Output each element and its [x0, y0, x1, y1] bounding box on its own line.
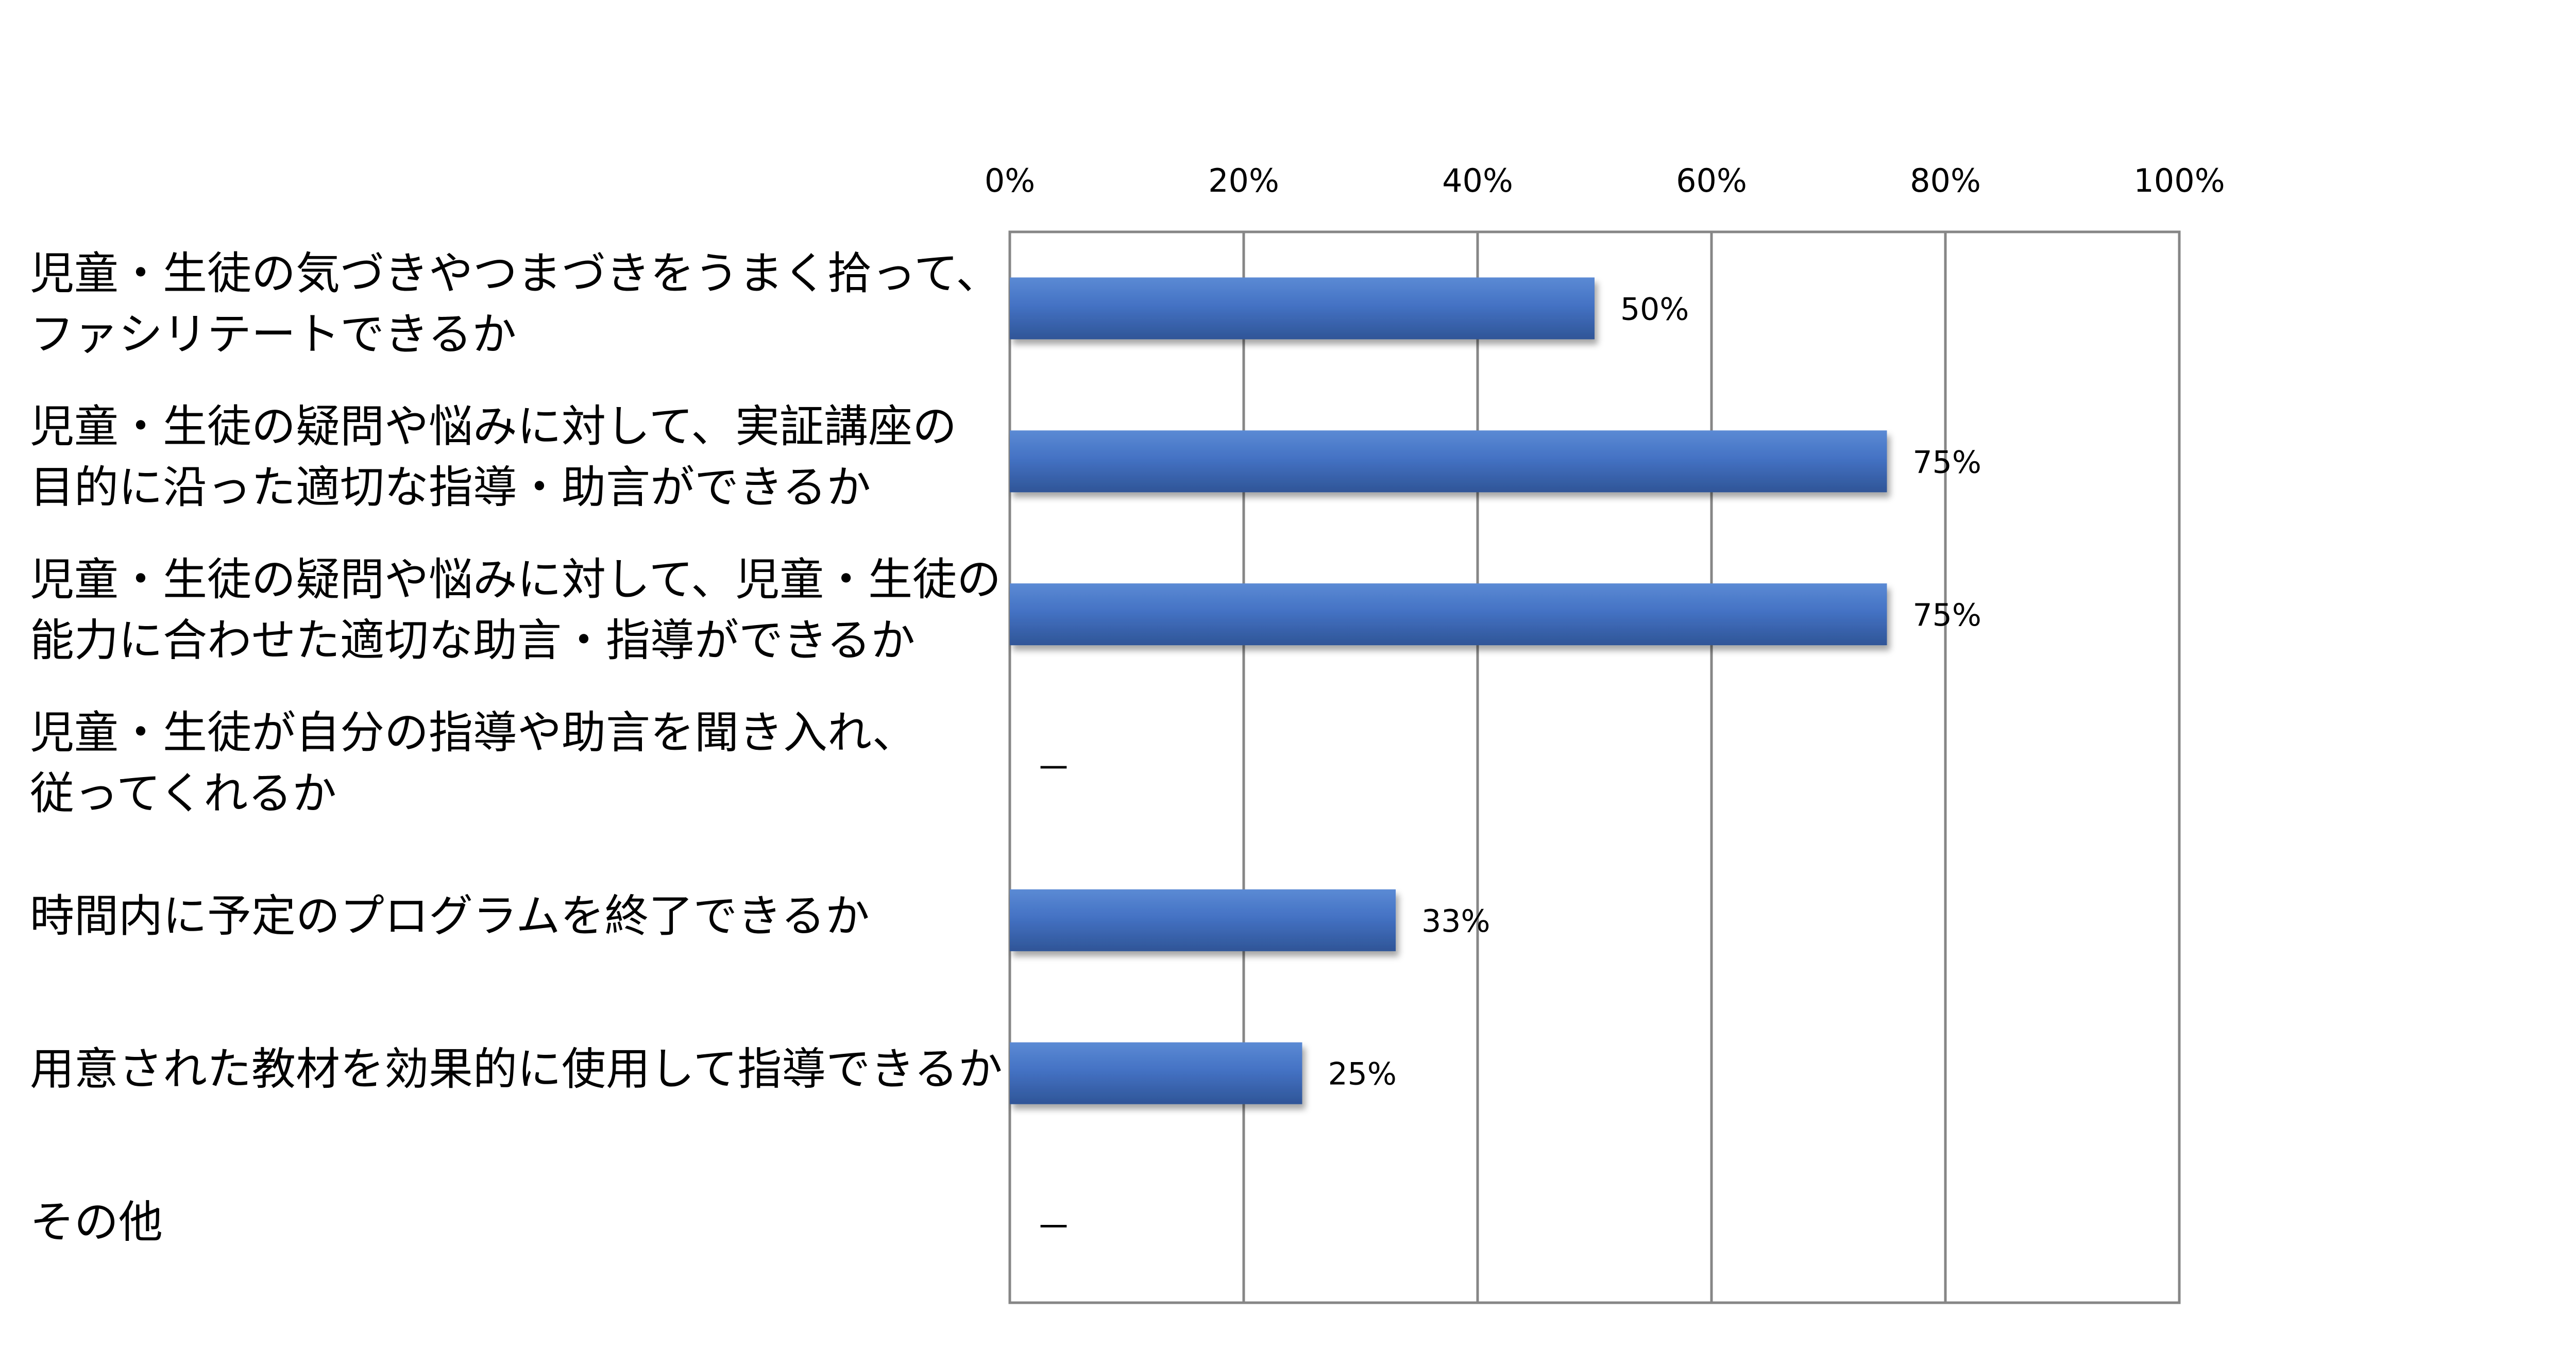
x-tick-label: 40% — [1442, 162, 1513, 199]
category-label-line: 目的に沿った適切な指導・助言ができるか — [30, 462, 871, 514]
x-tick-label: 100% — [2133, 162, 2225, 199]
category-label: 児童・生徒が自分の指導や助言を聞き入れ、 従ってくれるか — [30, 702, 998, 824]
plot-frame — [1008, 230, 2181, 1304]
category-label: その他 — [30, 1192, 998, 1253]
data-label: 25% — [1328, 1056, 1397, 1092]
bar — [1010, 1042, 1302, 1104]
category-label-line: 児童・生徒の気づきやつまづきをうまく拾って、 — [30, 248, 1001, 300]
category-label-line: 従ってくれるか — [30, 768, 337, 819]
data-label: － — [1036, 747, 1072, 789]
x-tick-label: 60% — [1676, 162, 1747, 199]
category-label: 児童・生徒の気づきやつまづきをうまく拾って、 ファシリテートできるか — [30, 243, 1001, 365]
data-label: 50% — [1620, 291, 1689, 327]
bar — [1010, 583, 1887, 646]
category-label: 時間内に予定のプログラムを終了できるか — [30, 886, 998, 947]
category-label-line: 用意された教材を効果的に使用して指導できるか — [30, 1043, 1003, 1095]
x-tick-label: 80% — [1910, 162, 1981, 199]
category-label-line: 能力に合わせた適切な助言・指導ができるか — [30, 615, 916, 667]
bar — [1010, 889, 1396, 951]
bar — [1010, 430, 1887, 493]
category-label-line: ファシリテートできるか — [30, 309, 517, 361]
category-label: 児童・生徒の疑問や悩みに対して、児童・生徒の 能力に合わせた適切な助言・指導ができ… — [30, 549, 1002, 671]
category-label-line: その他 — [30, 1196, 163, 1248]
data-label: 33% — [1421, 903, 1490, 939]
data-label: 75% — [1913, 444, 1981, 480]
data-label: 75% — [1913, 597, 1981, 633]
category-label-line: 児童・生徒の疑問や悩みに対して、実証講座の — [30, 401, 957, 453]
category-label-line: 時間内に予定のプログラムを終了できるか — [30, 890, 870, 942]
bar — [1010, 277, 1595, 340]
category-label-line: 児童・生徒の疑問や悩みに対して、児童・生徒の — [30, 554, 1002, 606]
x-tick-label: 0% — [985, 162, 1035, 199]
category-label: 用意された教材を効果的に使用して指導できるか — [30, 1039, 1003, 1100]
data-label: － — [1036, 1206, 1072, 1249]
category-label: 児童・生徒の疑問や悩みに対して、実証講座の 目的に沿った適切な指導・助言ができるか — [30, 396, 998, 518]
x-tick-label: 20% — [1208, 162, 1279, 199]
category-label-line: 児童・生徒が自分の指導や助言を聞き入れ、 — [30, 707, 917, 759]
